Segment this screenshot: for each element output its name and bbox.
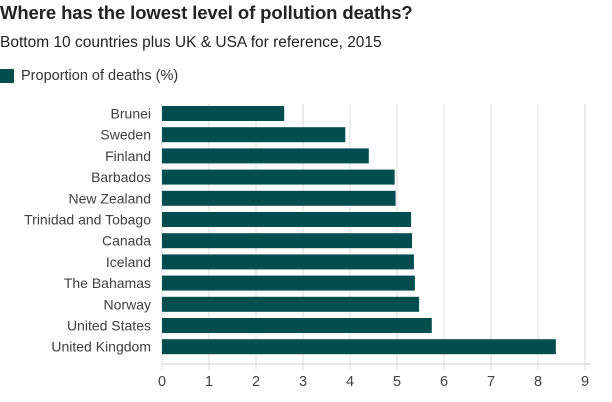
- x-tick-label: 6: [440, 374, 448, 390]
- category-label: The Bahamas: [64, 275, 151, 291]
- chart-subtitle: Bottom 10 countries plus UK & USA for re…: [0, 34, 382, 51]
- bar: [162, 169, 395, 185]
- category-label: Brunei: [111, 106, 151, 122]
- bar: [162, 318, 432, 333]
- x-tick-label: 2: [252, 374, 260, 390]
- bar: [162, 339, 556, 355]
- bar: [162, 275, 415, 291]
- x-tick-label: 8: [534, 374, 542, 390]
- bar: [162, 127, 346, 143]
- bars: [162, 106, 556, 355]
- x-tick-label: 0: [158, 374, 166, 390]
- bar: [162, 148, 369, 164]
- bar: [162, 190, 396, 206]
- bar: [162, 296, 420, 312]
- bar: [162, 233, 413, 249]
- category-label: Canada: [102, 233, 151, 249]
- category-label: Iceland: [106, 254, 151, 270]
- chart-title: Where has the lowest level of pollution …: [0, 2, 413, 23]
- x-tick-label: 5: [393, 374, 401, 390]
- category-label: United States: [67, 318, 151, 334]
- category-label: Sweden: [100, 127, 151, 143]
- legend-swatch: [0, 69, 14, 83]
- bar: [162, 254, 414, 270]
- bar: [162, 106, 285, 121]
- category-label: Norway: [104, 296, 151, 312]
- x-tick-label: 9: [581, 374, 589, 390]
- x-axis: 0 1 2 3 4 5 6 7 8 9: [158, 363, 591, 390]
- category-label: United Kingdom: [51, 339, 151, 355]
- x-tick-label: 7: [487, 374, 495, 390]
- bar: [162, 212, 412, 227]
- legend: Proportion of deaths (%): [0, 68, 178, 84]
- x-tick-label: 3: [299, 374, 307, 390]
- x-tick-label: 4: [346, 374, 354, 390]
- category-label: Finland: [105, 148, 151, 164]
- category-label: Trinidad and Tobago: [24, 212, 151, 228]
- x-tick-label: 1: [205, 374, 213, 390]
- category-label: New Zealand: [69, 190, 152, 206]
- legend-label: Proportion of deaths (%): [21, 68, 179, 84]
- category-label: Barbados: [91, 169, 151, 185]
- category-labels: Brunei Sweden Finland Barbados New Zealand Tr…: [24, 106, 151, 355]
